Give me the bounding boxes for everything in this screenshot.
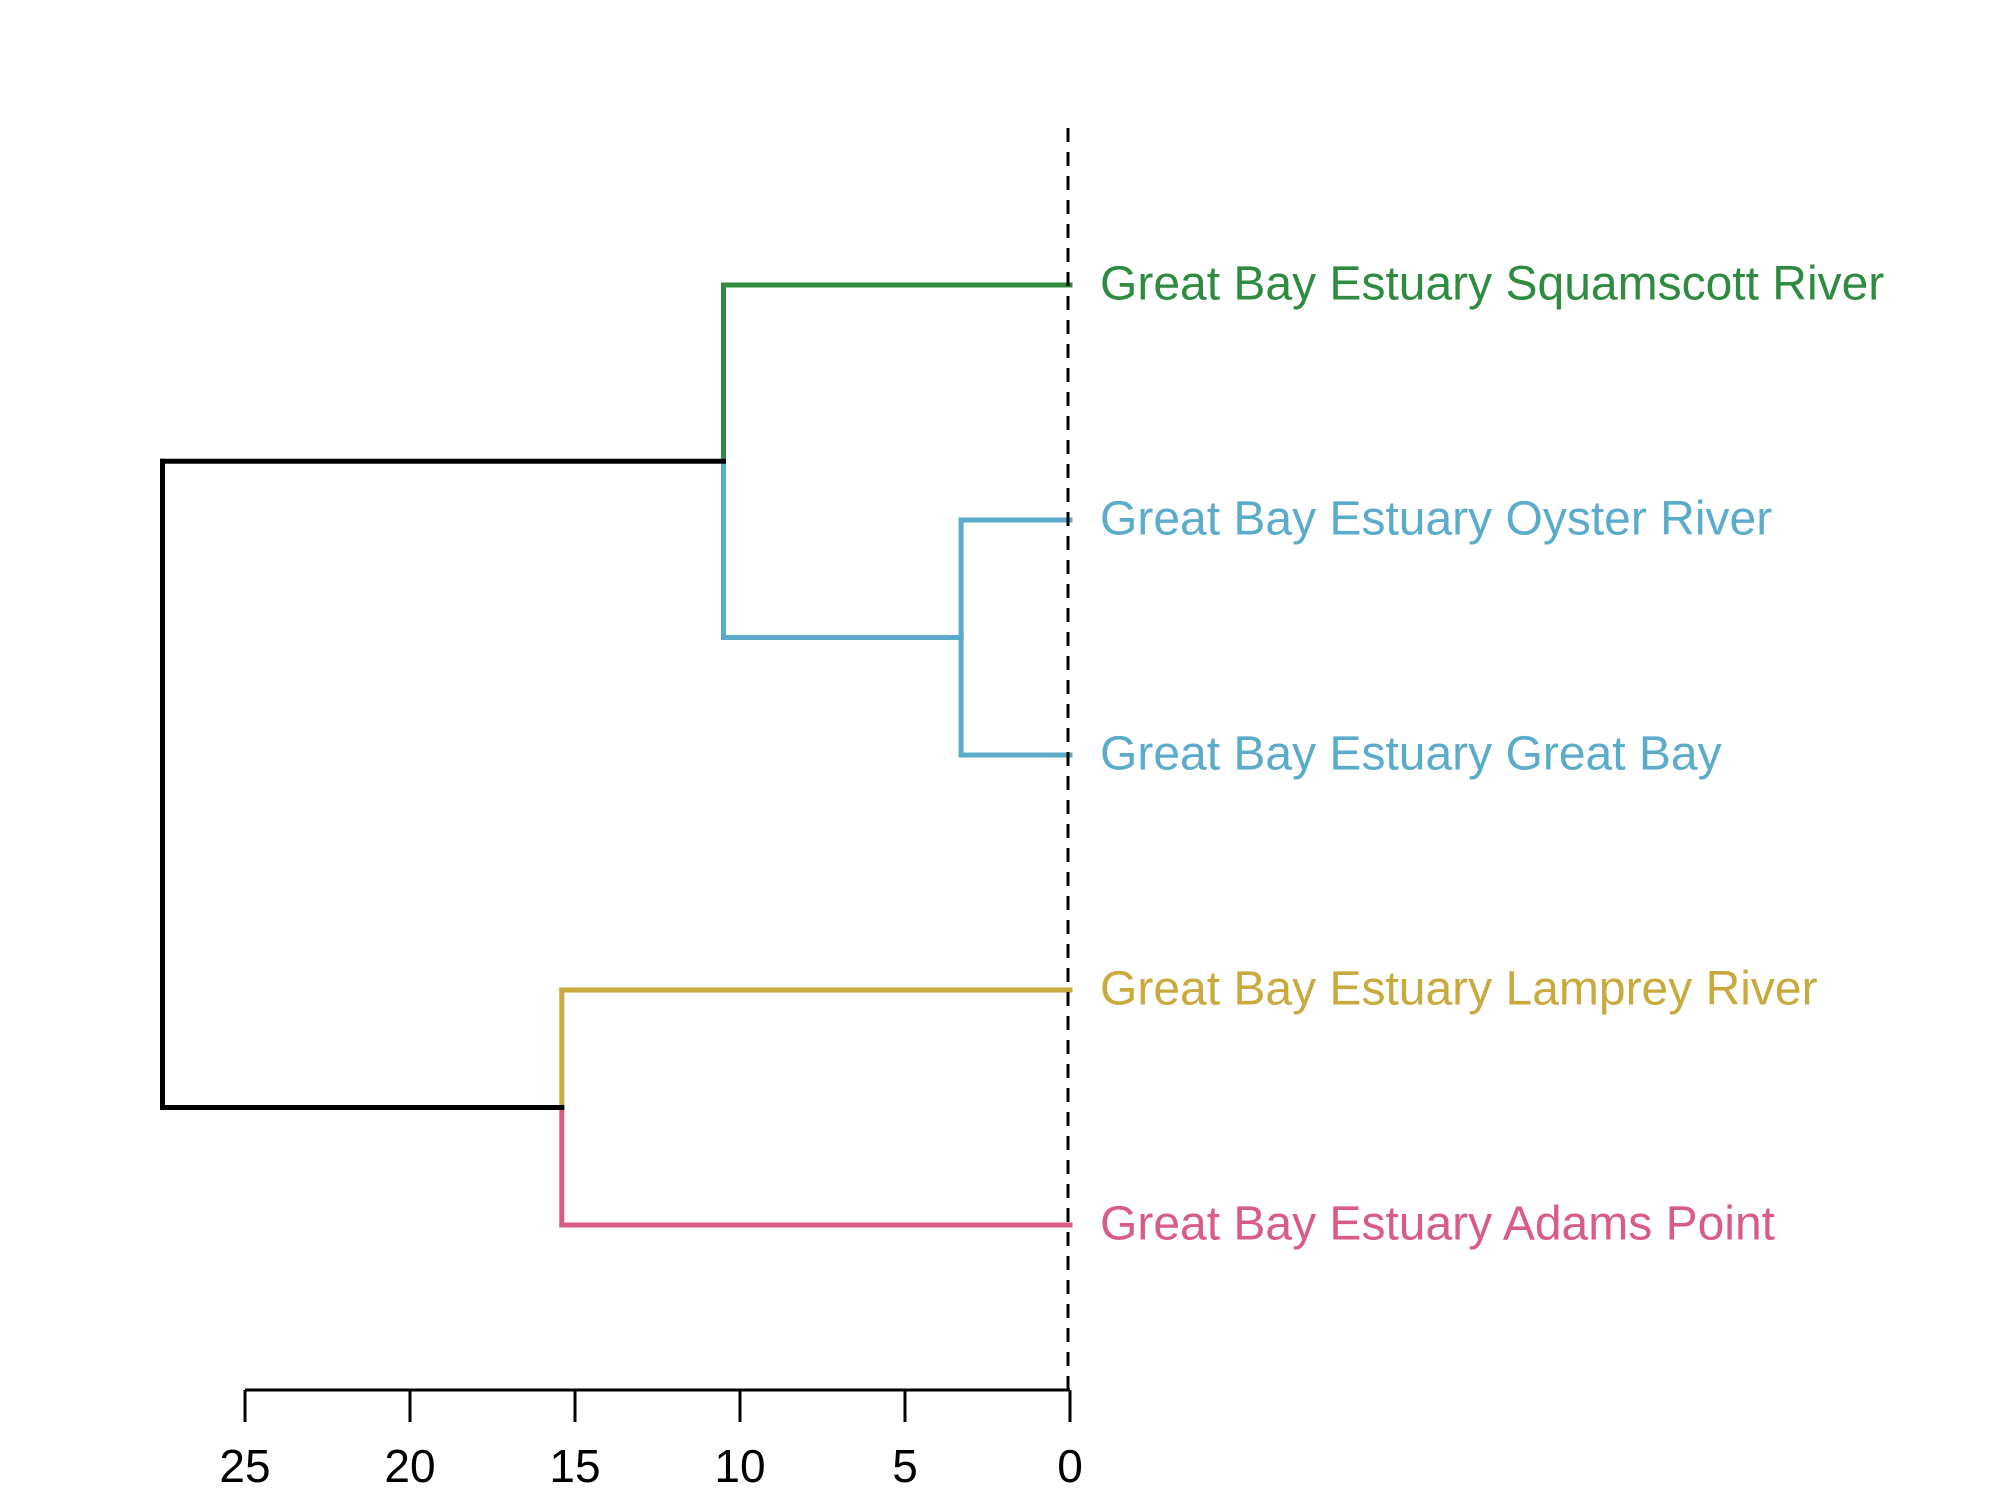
- leaf-label-adams: Great Bay Estuary Adams Point: [1100, 1198, 1775, 1251]
- leaf-label-greatbay: Great Bay Estuary Great Bay: [1100, 728, 1722, 781]
- leaf-label-lamprey: Great Bay Estuary Lamprey River: [1100, 963, 1818, 1016]
- x-tick-label-10: 10: [714, 1440, 765, 1492]
- leaf-labels: Great Bay Estuary Squamscott River Great …: [1100, 258, 1884, 1251]
- x-tick-label-0: 0: [1057, 1440, 1083, 1492]
- dendrogram-branches: [160, 282, 1073, 1228]
- x-tick-label-5: 5: [892, 1440, 918, 1492]
- x-axis: 25 20 15 10 5 0: [219, 1388, 1083, 1492]
- leaf-label-oyster: Great Bay Estuary Oyster River: [1100, 493, 1772, 546]
- leaf-label-squamscott: Great Bay Estuary Squamscott River: [1100, 258, 1884, 311]
- x-tick-label-25: 25: [219, 1440, 270, 1492]
- x-tick-label-15: 15: [549, 1440, 600, 1492]
- x-tick-label-20: 20: [384, 1440, 435, 1492]
